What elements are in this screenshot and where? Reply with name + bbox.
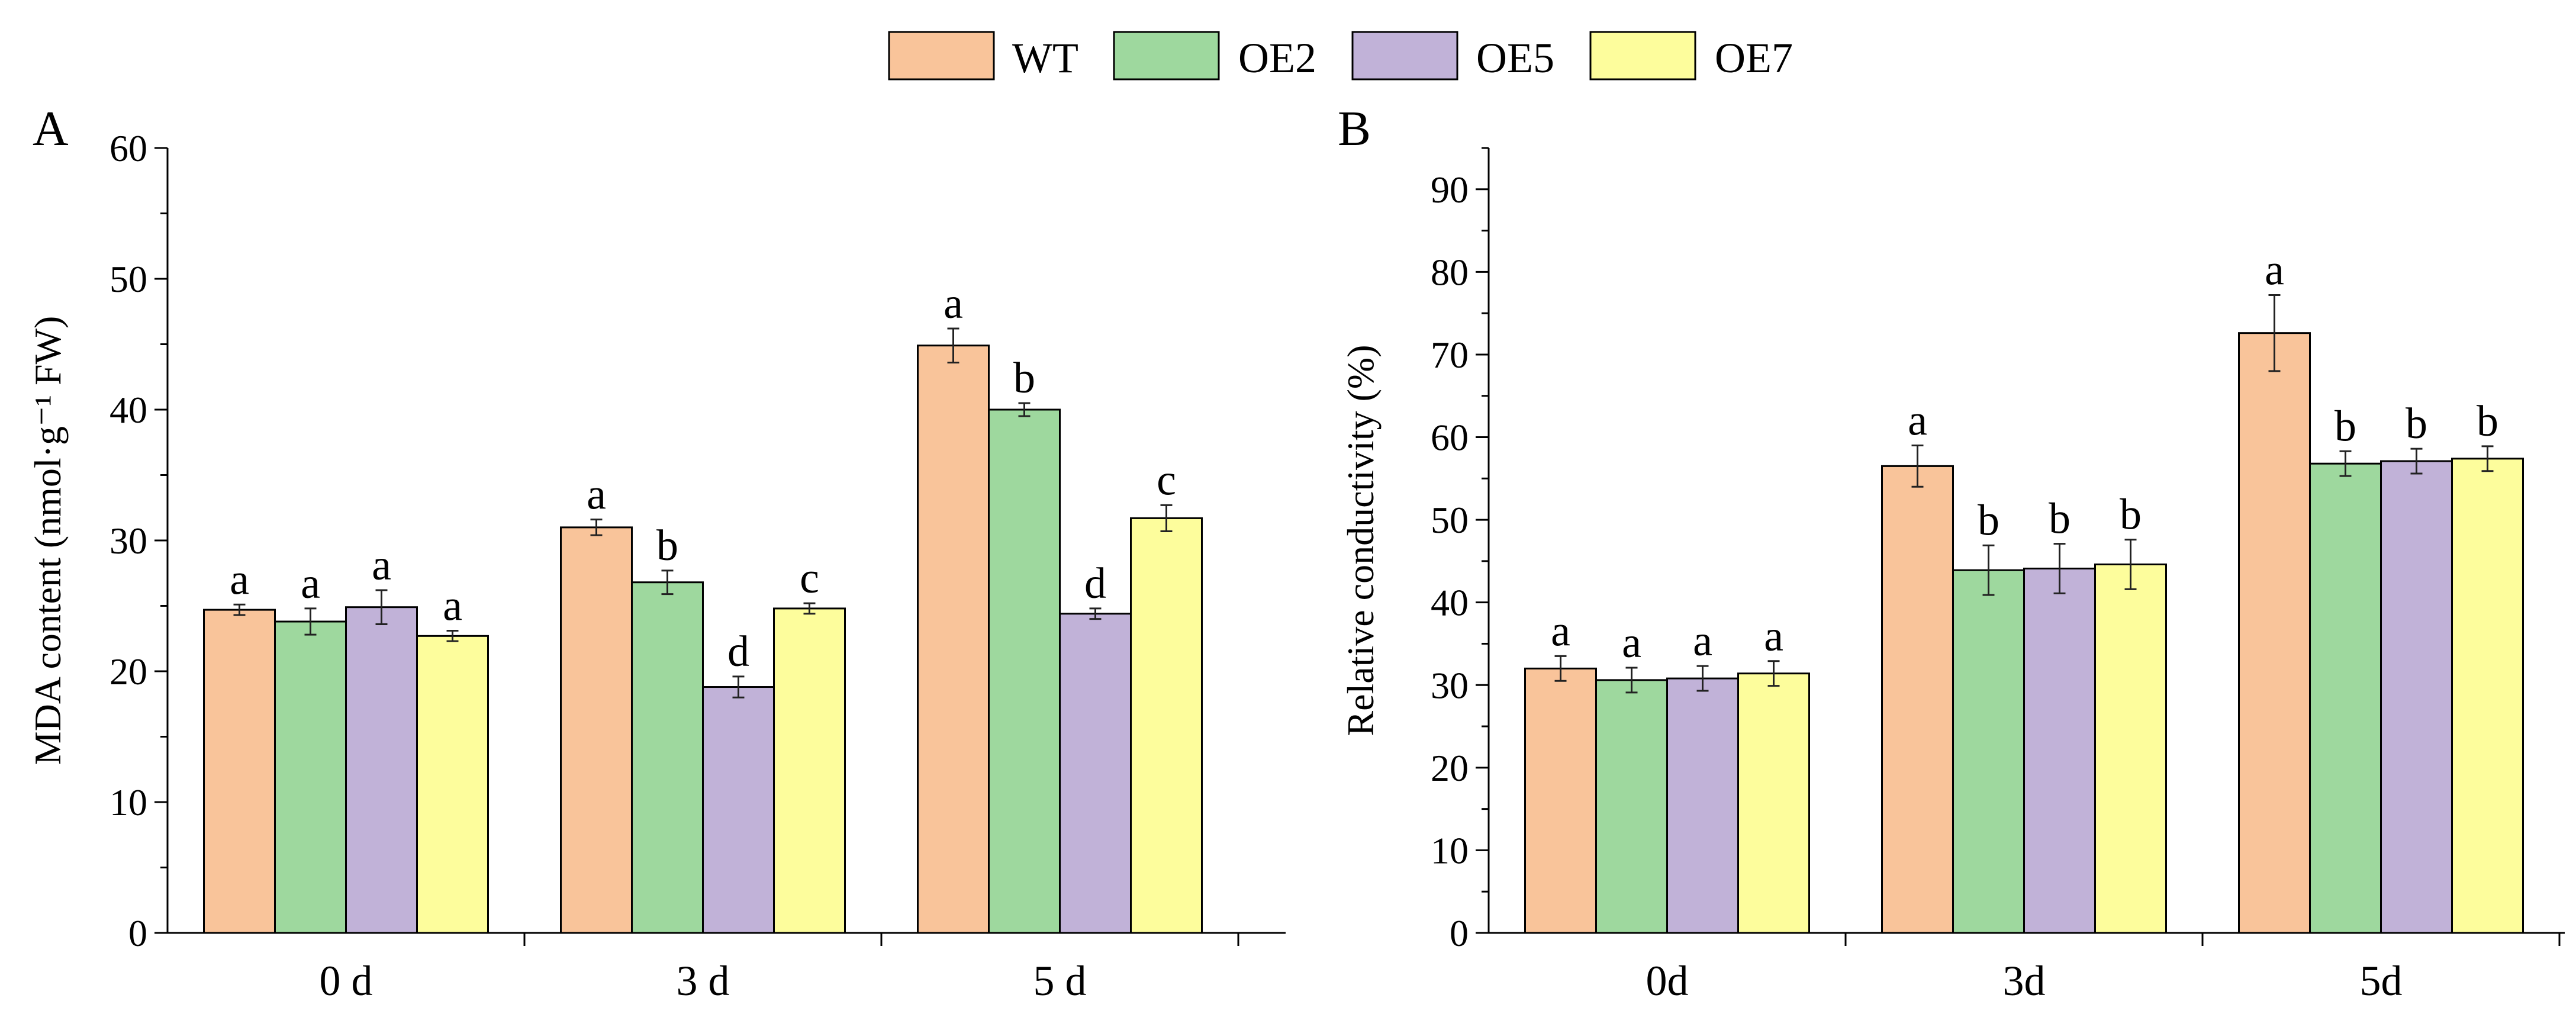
panel-a-sig-letter-oe2-3-d: b: [656, 522, 678, 570]
panel-b-y-tick-label-40: 40: [1431, 582, 1469, 624]
panel-b-chart: B 0 10 20 30 40 50 60 70 80 90 Relative conductivit…: [1338, 101, 2565, 1005]
panel-a-bar-oe2-5-d: [988, 408, 1061, 934]
panel-b-y-tick-label-30: 30: [1431, 664, 1469, 706]
panel-a-sig-letter-oe7-3-d: c: [800, 554, 819, 603]
panel-b-sig-letter-oe7-0d: a: [1764, 612, 1783, 661]
panel-b-bar-wt-5d: [2238, 332, 2311, 934]
panel-a-bar-oe7-3-d: [773, 607, 846, 934]
panel-a-sig-letter-wt-0-d: a: [230, 555, 249, 604]
panel-a-sig-letter-oe5-5-d: d: [1084, 559, 1106, 608]
panel-a-y-tick-label-30: 30: [110, 520, 147, 562]
panel-b-category-label-0d: 0d: [1646, 957, 1689, 1005]
panel-a-sig-letter-oe2-0-d: a: [301, 559, 320, 608]
panel-a-sig-letter-oe7-0-d: a: [443, 581, 462, 630]
panel-b-bar-wt-3d: [1881, 465, 1954, 934]
panel-b-bar-oe5-0d: [1666, 677, 1739, 934]
panel-b-sig-letter-oe7-3d: b: [2120, 491, 2142, 539]
panel-b-sig-letter-wt-3d: a: [1908, 396, 1927, 445]
legend-label-oe2: OE2: [1238, 34, 1316, 82]
panel-a-letter: A: [33, 101, 69, 156]
panel-a-bar-oe5-3-d: [702, 686, 775, 934]
panel-a-bar-oe5-0-d: [345, 606, 418, 934]
panel-b-sig-letter-oe5-3d: b: [2049, 495, 2071, 543]
panel-a-bar-wt-0-d: [203, 609, 276, 934]
panel-a-sig-letter-oe7-5-d: c: [1157, 456, 1176, 504]
panel-b-y-tick-label-90: 90: [1431, 169, 1469, 211]
panel-b-y-tick-label-70: 70: [1431, 334, 1469, 376]
panel-a-sig-letter-wt-3-d: a: [587, 471, 606, 519]
panel-b-sig-letter-oe5-5d: b: [2406, 400, 2427, 448]
panel-b-category-label-3d: 3d: [2003, 957, 2046, 1005]
panel-a-chart: A 0 10 20 30 40 50 60 MDA content (nmol·g⁻¹ FW) 0…: [27, 101, 1286, 1005]
panel-b-bar-oe5-3d: [2023, 567, 2096, 934]
panel-b-bar-oe2-0d: [1595, 679, 1668, 934]
panel-a-y-tick-label-40: 40: [110, 389, 147, 431]
panel-b-bar-oe7-0d: [1737, 672, 1810, 934]
panel-b-bar-wt-0d: [1524, 667, 1597, 934]
panel-a-bar-oe2-3-d: [631, 581, 704, 934]
panel-b-y-tick-label-10: 10: [1431, 829, 1469, 871]
panel-a-category-label-3-d: 3 d: [677, 957, 730, 1005]
legend-swatch-oe7: [1589, 31, 1696, 81]
panel-b-bar-oe2-5d: [2309, 462, 2382, 934]
panel-a-y-axis-title: MDA content (nmol·g⁻¹ FW): [27, 316, 69, 765]
panel-a-y-tick-label-60: 60: [110, 127, 147, 169]
panel-a-sig-letter-oe5-0-d: a: [372, 541, 391, 590]
panel-b-sig-letter-oe2-0d: a: [1622, 619, 1641, 667]
panel-b-y-tick-label-80: 80: [1431, 251, 1469, 293]
panel-b-bar-oe2-3d: [1952, 569, 2025, 934]
panel-b-y-axis-title: Relative conductivity (%): [1339, 345, 1382, 736]
legend-label-oe5: OE5: [1476, 34, 1554, 82]
panel-b-sig-letter-oe2-3d: b: [1978, 496, 1999, 545]
panel-b-y-tick-label-50: 50: [1431, 499, 1469, 541]
panel-a-bar-oe7-0-d: [416, 635, 489, 934]
panel-a-bar-wt-5-d: [917, 345, 990, 934]
panel-a-sig-letter-wt-5-d: a: [944, 279, 963, 328]
legend: WT OE2 OE5 OE7: [888, 31, 1793, 82]
panel-a-bar-oe5-5-d: [1059, 613, 1132, 934]
panel-b-sig-letter-oe7-5d: b: [2477, 397, 2498, 446]
legend-swatch-oe5: [1351, 31, 1458, 81]
panel-b-y-tick-label-20: 20: [1431, 747, 1469, 789]
panel-a-y-tick-label-0: 0: [128, 912, 147, 954]
panel-b-sig-letter-wt-5d: a: [2265, 246, 2284, 294]
panel-a-category-label-5-d: 5 d: [1033, 957, 1087, 1005]
panel-a-bar-oe2-0-d: [274, 620, 347, 934]
panel-a-bar-oe7-5-d: [1130, 517, 1203, 934]
panel-b-y-tick-label-60: 60: [1431, 417, 1469, 459]
legend-swatch-oe2: [1113, 31, 1220, 81]
panel-a-category-label-0-d: 0 d: [320, 957, 373, 1005]
panel-b-sig-letter-oe2-5d: b: [2334, 402, 2356, 450]
panel-a-y-tick-label-50: 50: [110, 258, 147, 300]
panel-a-y-tick-label-10: 10: [110, 781, 147, 823]
legend-label-wt: WT: [1012, 34, 1078, 82]
panel-a-bar-wt-3-d: [560, 526, 633, 934]
legend-label-oe7: OE7: [1715, 34, 1793, 82]
panel-b-letter: B: [1338, 101, 1371, 156]
panel-b-y-tick-label-0: 0: [1450, 912, 1469, 954]
panel-b-category-label-5d: 5d: [2360, 957, 2403, 1005]
panel-b-bar-oe5-5d: [2380, 460, 2453, 934]
legend-swatch-wt: [888, 31, 995, 81]
panel-b-sig-letter-oe5-0d: a: [1693, 617, 1712, 665]
panel-a-sig-letter-oe5-3-d: d: [727, 627, 749, 676]
panel-a-y-tick-label-20: 20: [110, 651, 147, 693]
panel-a-sig-letter-oe2-5-d: b: [1013, 354, 1035, 403]
panel-b-sig-letter-wt-0d: a: [1551, 607, 1570, 655]
panel-b-bar-oe7-3d: [2094, 563, 2167, 934]
panel-b-bar-oe7-5d: [2451, 458, 2524, 934]
